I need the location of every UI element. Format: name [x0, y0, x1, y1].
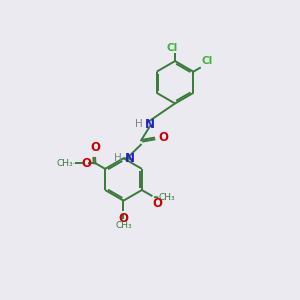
- Text: H: H: [114, 153, 122, 163]
- Text: N: N: [124, 152, 134, 165]
- Text: O: O: [152, 196, 162, 209]
- Text: O: O: [118, 212, 128, 225]
- Text: O: O: [158, 131, 169, 144]
- Text: O: O: [81, 157, 91, 170]
- Text: H: H: [135, 119, 143, 129]
- Text: Cl: Cl: [167, 43, 178, 53]
- Text: Cl: Cl: [202, 56, 213, 66]
- Text: CH₃: CH₃: [115, 221, 132, 230]
- Text: N: N: [145, 118, 155, 130]
- Text: methyl: methyl: [72, 163, 77, 164]
- Text: CH₃: CH₃: [158, 194, 175, 202]
- Text: CH₃: CH₃: [57, 159, 74, 168]
- Text: O: O: [91, 141, 100, 154]
